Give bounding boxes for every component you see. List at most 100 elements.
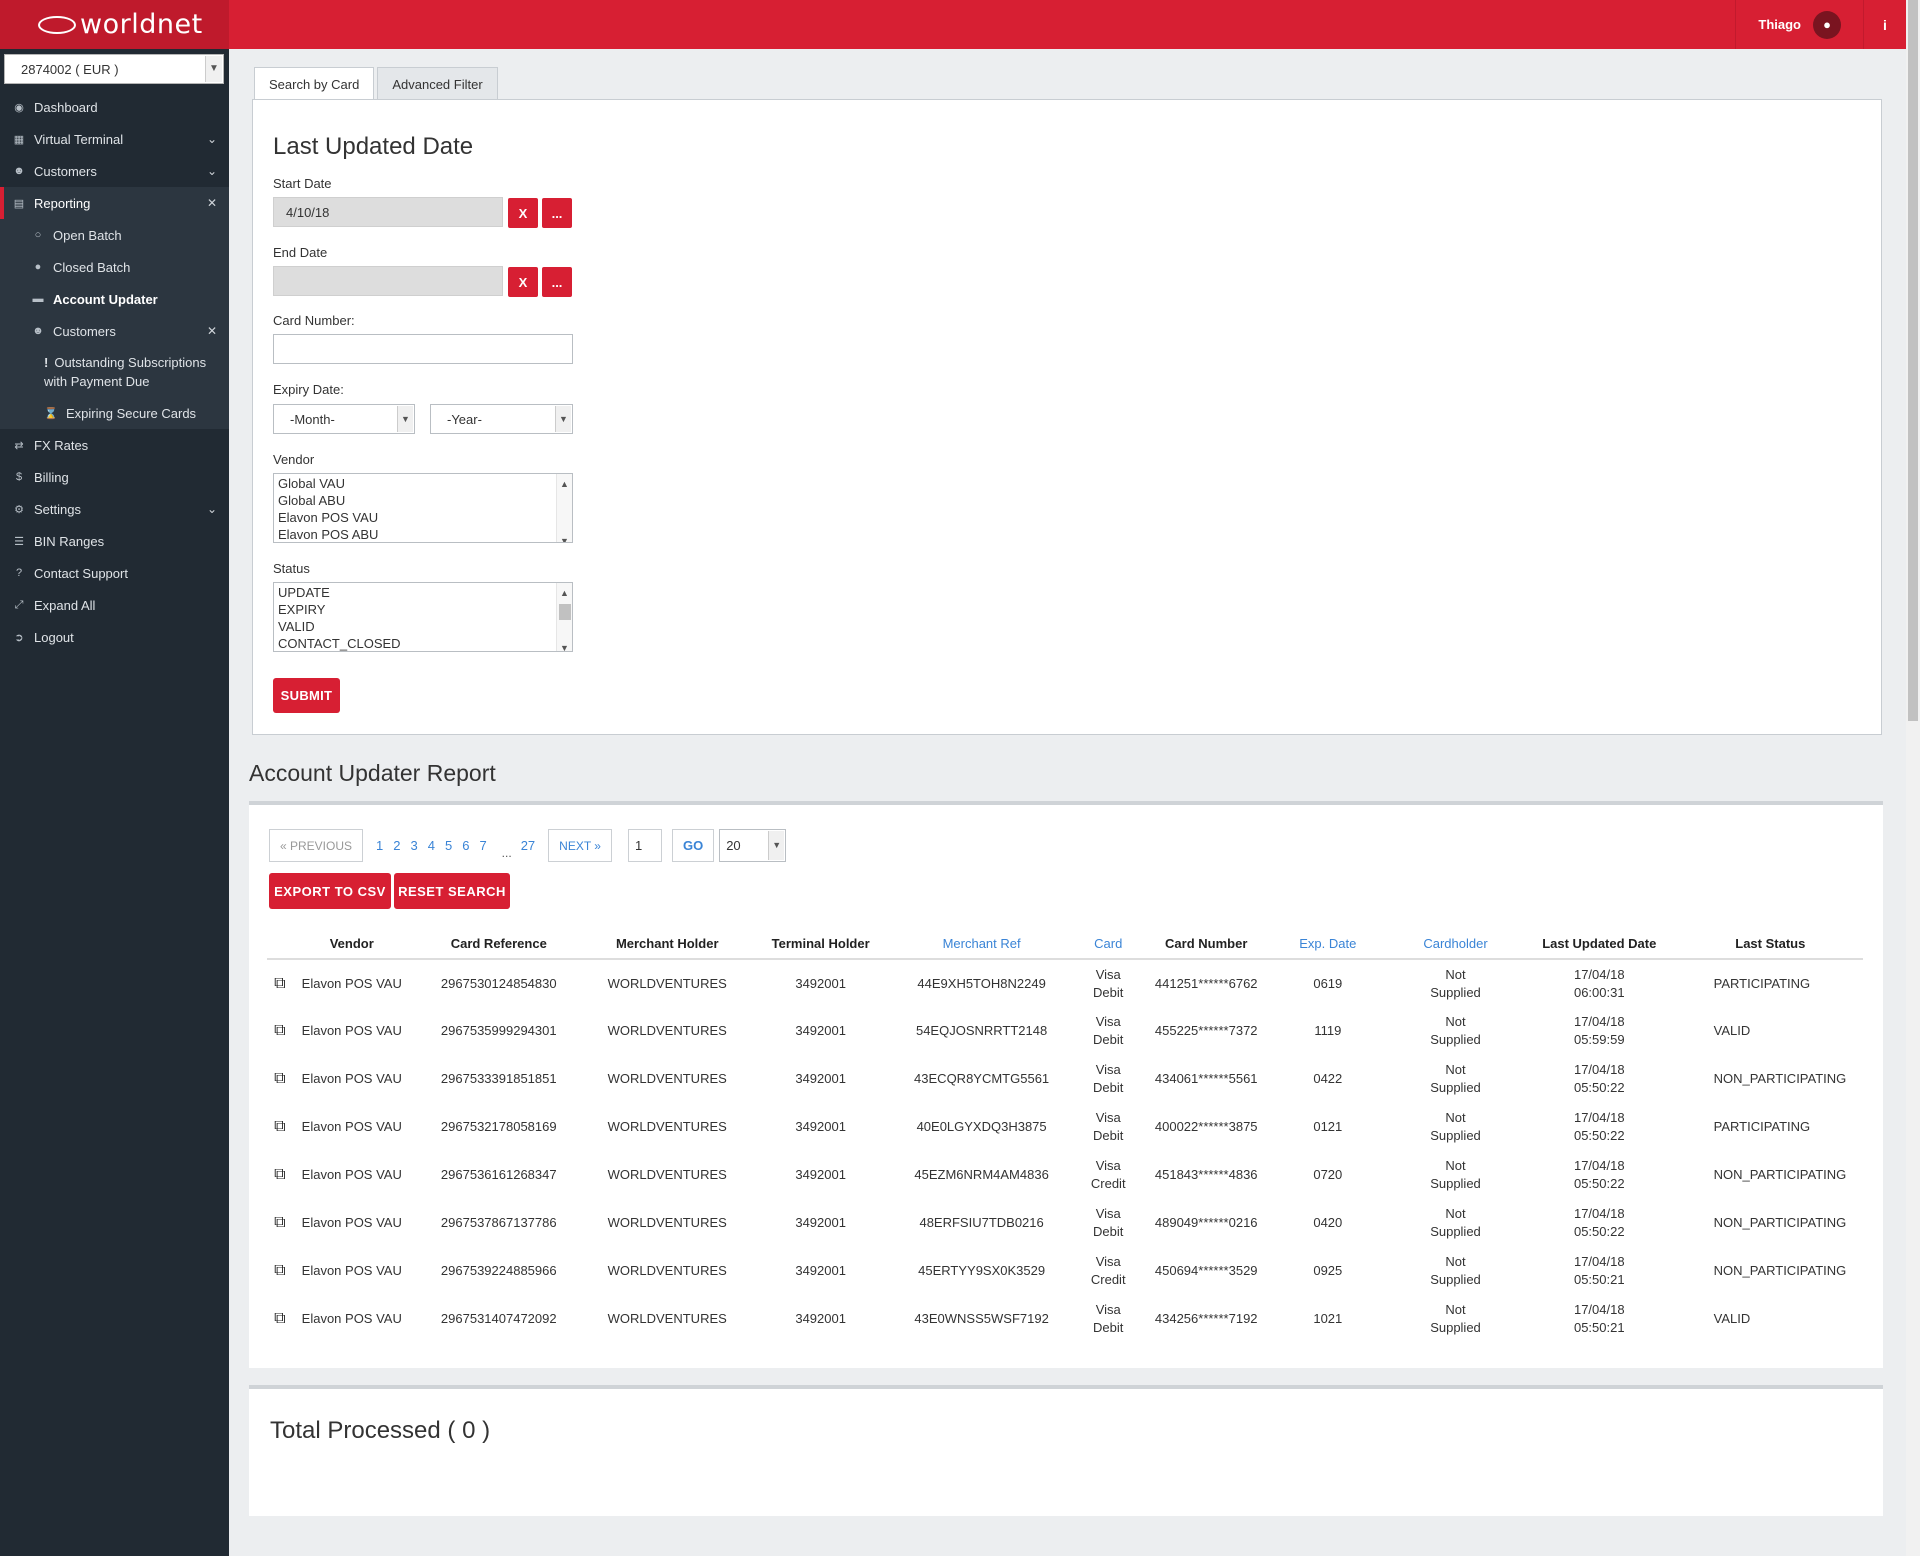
column-header-card-number[interactable]: Card Number bbox=[1146, 929, 1266, 960]
page-scrollbar[interactable] bbox=[1906, 0, 1920, 1556]
sidebar-item-reporting[interactable]: ▤ Reporting ✕ bbox=[0, 187, 229, 219]
cell-vendor: Elavon POS VAU bbox=[301, 1215, 402, 1230]
status-listbox[interactable]: UPDATE EXPIRY VALID CONTACT_CLOSED ▲ ▼ bbox=[273, 582, 573, 652]
table-row[interactable]: ⧉ Elavon POS VAU 2967539224885966 WORLDVENT… bbox=[267, 1247, 1863, 1295]
sidebar-item-logout[interactable]: ➲ Logout bbox=[0, 621, 229, 653]
status-option[interactable]: EXPIRY bbox=[278, 602, 326, 617]
share-icon[interactable]: ⧉ bbox=[274, 974, 286, 992]
info-icon[interactable]: i bbox=[1883, 16, 1887, 33]
page-link-last[interactable]: 27 bbox=[520, 838, 536, 853]
page-link[interactable]: 6 bbox=[462, 838, 470, 853]
page-link[interactable]: 1 bbox=[376, 838, 384, 853]
worldnet-logo[interactable]: worldnet bbox=[0, 0, 229, 49]
reset-search-button[interactable]: RESET SEARCH bbox=[394, 873, 510, 909]
start-date-picker-button[interactable]: ... bbox=[542, 198, 572, 228]
share-icon[interactable]: ⧉ bbox=[274, 1166, 286, 1183]
table-row[interactable]: ⧉ Elavon POS VAU 2967531407472092 WORLDVENT… bbox=[267, 1295, 1863, 1343]
status-option[interactable]: VALID bbox=[278, 619, 315, 634]
page-link[interactable]: 3 bbox=[410, 838, 418, 853]
tab-advanced-filter[interactable]: Advanced Filter bbox=[377, 67, 498, 100]
sidebar-item-sub-customers[interactable]: ☻ Customers ✕ bbox=[0, 315, 229, 347]
page-size-value: 20 bbox=[726, 838, 741, 853]
share-icon[interactable]: ⧉ bbox=[274, 1262, 286, 1279]
column-header-merchant-holder[interactable]: Merchant Holder bbox=[586, 929, 748, 960]
report-table: Vendor Card Reference Merchant Holder Te… bbox=[267, 929, 1863, 1343]
sidebar-item-expand-all[interactable]: ⤢ Expand All bbox=[0, 589, 229, 621]
sidebar-item-customers[interactable]: ☻ Customers ⌄ bbox=[0, 155, 229, 187]
status-option[interactable]: UPDATE bbox=[278, 585, 330, 600]
status-scrollbar[interactable]: ▲ ▼ bbox=[556, 583, 572, 651]
end-date-input[interactable] bbox=[273, 266, 503, 296]
table-row[interactable]: ⧉ Elavon POS VAU 2967535999294301 WORLDVENT… bbox=[267, 1007, 1863, 1055]
page-number-input[interactable]: 1 bbox=[627, 829, 662, 862]
column-header-merchant-ref[interactable]: Merchant Ref bbox=[893, 929, 1070, 960]
vendor-option[interactable]: Global ABU bbox=[278, 493, 346, 508]
sidebar-item-open-batch[interactable]: ○ Open Batch bbox=[0, 219, 229, 251]
column-header-last-updated-date[interactable]: Last Updated Date bbox=[1520, 929, 1678, 960]
merchant-select[interactable]: 2874002 ( EUR ) ▼ bbox=[4, 54, 224, 84]
sidebar-item-virtual-terminal[interactable]: ▦ Virtual Terminal ⌄ bbox=[0, 123, 229, 155]
status-option[interactable]: CONTACT_CLOSED bbox=[278, 636, 401, 651]
column-header-vendor[interactable]: Vendor bbox=[292, 929, 411, 960]
column-header-exp-date[interactable]: Exp. Date bbox=[1265, 929, 1391, 960]
submit-button[interactable]: SUBMIT bbox=[273, 678, 340, 713]
share-icon[interactable]: ⧉ bbox=[274, 1310, 286, 1327]
share-icon[interactable]: ⧉ bbox=[274, 1070, 286, 1087]
page-size-select[interactable]: 20 ▼ bbox=[719, 829, 787, 862]
page-link[interactable]: 4 bbox=[427, 838, 435, 853]
tab-search-by-card[interactable]: Search by Card bbox=[254, 67, 375, 100]
table-row[interactable]: ⧉ Elavon POS VAU 2967537867137786 WORLDVENT… bbox=[267, 1199, 1863, 1247]
page-link[interactable]: 7 bbox=[479, 838, 487, 853]
page-link[interactable]: 2 bbox=[393, 838, 401, 853]
close-icon[interactable]: ✕ bbox=[206, 324, 217, 338]
table-row[interactable]: ⧉ Elavon POS VAU 2967536161268347 WORLDVENT… bbox=[267, 1151, 1863, 1199]
expiry-year-select[interactable]: -Year- ▼ bbox=[430, 404, 573, 434]
table-row[interactable]: ⧉ Elavon POS VAU 2967530124854830 WORLDVENT… bbox=[267, 959, 1863, 1007]
column-header-card-reference[interactable]: Card Reference bbox=[410, 929, 587, 960]
vendor-option[interactable]: Elavon POS ABU bbox=[278, 527, 379, 542]
sidebar-item-contact-support[interactable]: ? Contact Support bbox=[0, 557, 229, 589]
sidebar-item-settings[interactable]: ⚙ Settings ⌄ bbox=[0, 493, 229, 525]
sidebar-item-bin-ranges[interactable]: ☰ BIN Ranges bbox=[0, 525, 229, 557]
page-scrollbar-thumb[interactable] bbox=[1908, 0, 1918, 721]
card-type: Credit bbox=[1090, 1176, 1126, 1191]
vendor-option[interactable]: Elavon POS VAU bbox=[278, 510, 379, 525]
chevron-down-icon: ▼ bbox=[555, 406, 571, 432]
vendor-scrollbar[interactable]: ▲ ▼ bbox=[556, 474, 572, 542]
share-icon[interactable]: ⧉ bbox=[274, 1214, 286, 1231]
column-header-last-status[interactable]: Last Status bbox=[1677, 929, 1863, 960]
export-csv-button[interactable]: EXPORT TO CSV bbox=[269, 873, 391, 909]
page-link[interactable]: 5 bbox=[444, 838, 453, 853]
user-name[interactable]: Thiago bbox=[1758, 17, 1801, 32]
card-number-input[interactable] bbox=[273, 334, 573, 364]
cardholder-line1: Not bbox=[1445, 1206, 1466, 1221]
share-icon[interactable]: ⧉ bbox=[274, 1022, 286, 1039]
sidebar-item-account-updater[interactable]: ▬ Account Updater bbox=[0, 283, 229, 315]
next-page-button[interactable]: NEXT » bbox=[548, 829, 612, 862]
expiry-month-select[interactable]: -Month- ▼ bbox=[273, 404, 415, 434]
sidebar-item-outstanding-subscriptions[interactable]: ! Outstanding Subscriptions with Payment … bbox=[0, 347, 229, 397]
column-header-card[interactable]: Card bbox=[1069, 929, 1147, 960]
clear-start-date-button[interactable]: X bbox=[508, 198, 538, 228]
start-date-input[interactable]: 4/10/18 bbox=[273, 197, 503, 227]
sidebar-item-billing[interactable]: $ Billing bbox=[0, 461, 229, 493]
go-button[interactable]: GO bbox=[671, 829, 715, 862]
vendor-option[interactable]: Global VAU bbox=[278, 476, 345, 491]
table-row[interactable]: ⧉ Elavon POS VAU 2967532178058169 WORLDVENT… bbox=[267, 1103, 1863, 1151]
column-header-terminal-holder[interactable]: Terminal Holder bbox=[747, 929, 894, 960]
user-avatar-icon[interactable]: ● bbox=[1813, 10, 1841, 39]
column-header-cardholder[interactable]: Cardholder bbox=[1390, 929, 1521, 960]
cell-cardholder: Not Supplied bbox=[1390, 1199, 1521, 1247]
sidebar-item-closed-batch[interactable]: ● Closed Batch bbox=[0, 251, 229, 283]
sidebar-item-label: Open Batch bbox=[53, 227, 122, 243]
sidebar-item-dashboard[interactable]: ◉ Dashboard bbox=[0, 91, 229, 123]
end-date-picker-button[interactable]: ... bbox=[542, 267, 572, 297]
previous-page-button[interactable]: « PREVIOUS bbox=[269, 829, 364, 862]
sidebar-item-expiring-secure-cards[interactable]: ⌛ Expiring Secure Cards bbox=[0, 397, 229, 429]
share-icon[interactable]: ⧉ bbox=[274, 1118, 286, 1135]
clear-end-date-button[interactable]: X bbox=[508, 267, 538, 297]
close-icon[interactable]: ✕ bbox=[206, 196, 217, 210]
vendor-listbox[interactable]: Global VAU Global ABU Elavon POS VAU Ela… bbox=[273, 473, 573, 543]
sidebar-item-fx-rates[interactable]: ⇄ FX Rates bbox=[0, 429, 229, 461]
table-row[interactable]: ⧉ Elavon POS VAU 2967533391851851 WORLDVENT… bbox=[267, 1055, 1863, 1103]
